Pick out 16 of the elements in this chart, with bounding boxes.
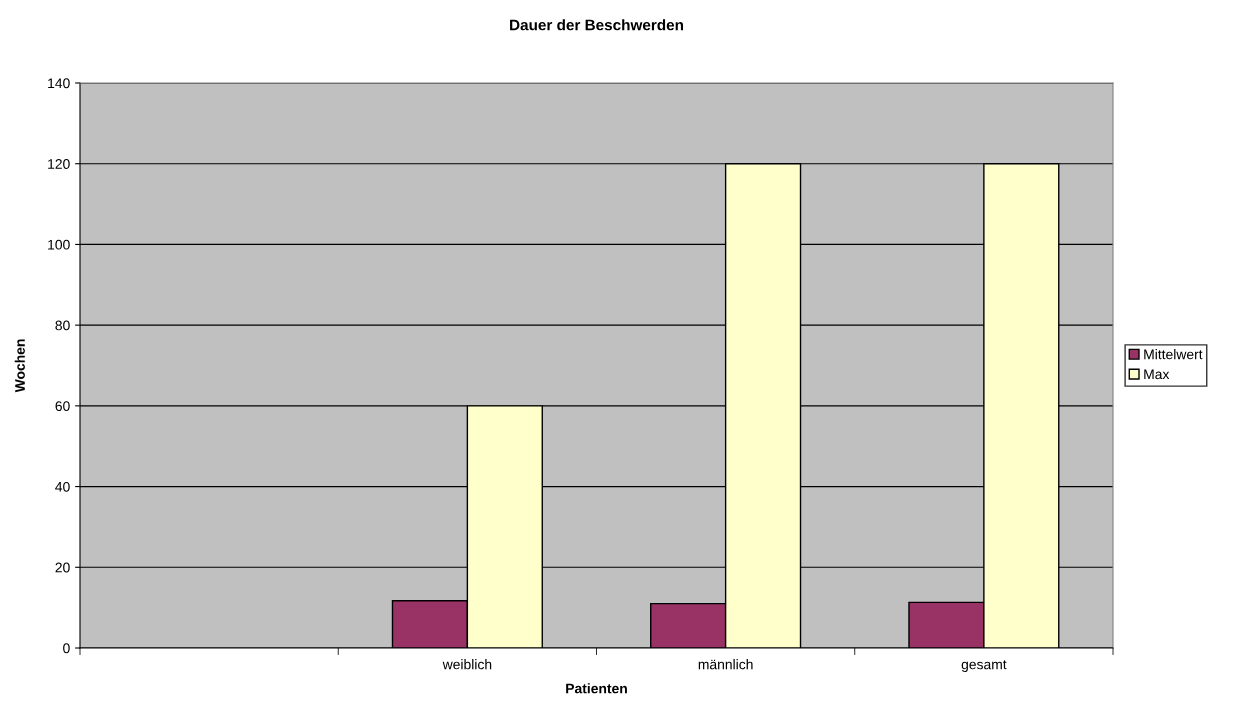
x-axis-title: Patienten xyxy=(566,683,627,694)
y-tick-label: 20 xyxy=(55,562,70,573)
y-tick-label: 80 xyxy=(55,320,70,331)
legend-label: Mittelwert xyxy=(1144,349,1203,360)
x-tick-label: männlich xyxy=(698,659,753,670)
x-tick-label: weiblich xyxy=(442,659,492,670)
legend-label: Max xyxy=(1144,369,1170,380)
y-tick-label: 100 xyxy=(48,239,70,250)
x-tick-label: gesamt xyxy=(961,660,1007,673)
y-axis-title: Wochen xyxy=(14,339,25,393)
chart-title: Dauer der Beschwerden xyxy=(510,19,684,31)
y-tick-label: 0 xyxy=(63,643,70,654)
y-tick-label: 120 xyxy=(48,159,70,169)
y-tick-label: 40 xyxy=(55,481,70,492)
y-tick-label: 60 xyxy=(55,401,70,412)
y-tick-label: 140 xyxy=(48,78,70,89)
